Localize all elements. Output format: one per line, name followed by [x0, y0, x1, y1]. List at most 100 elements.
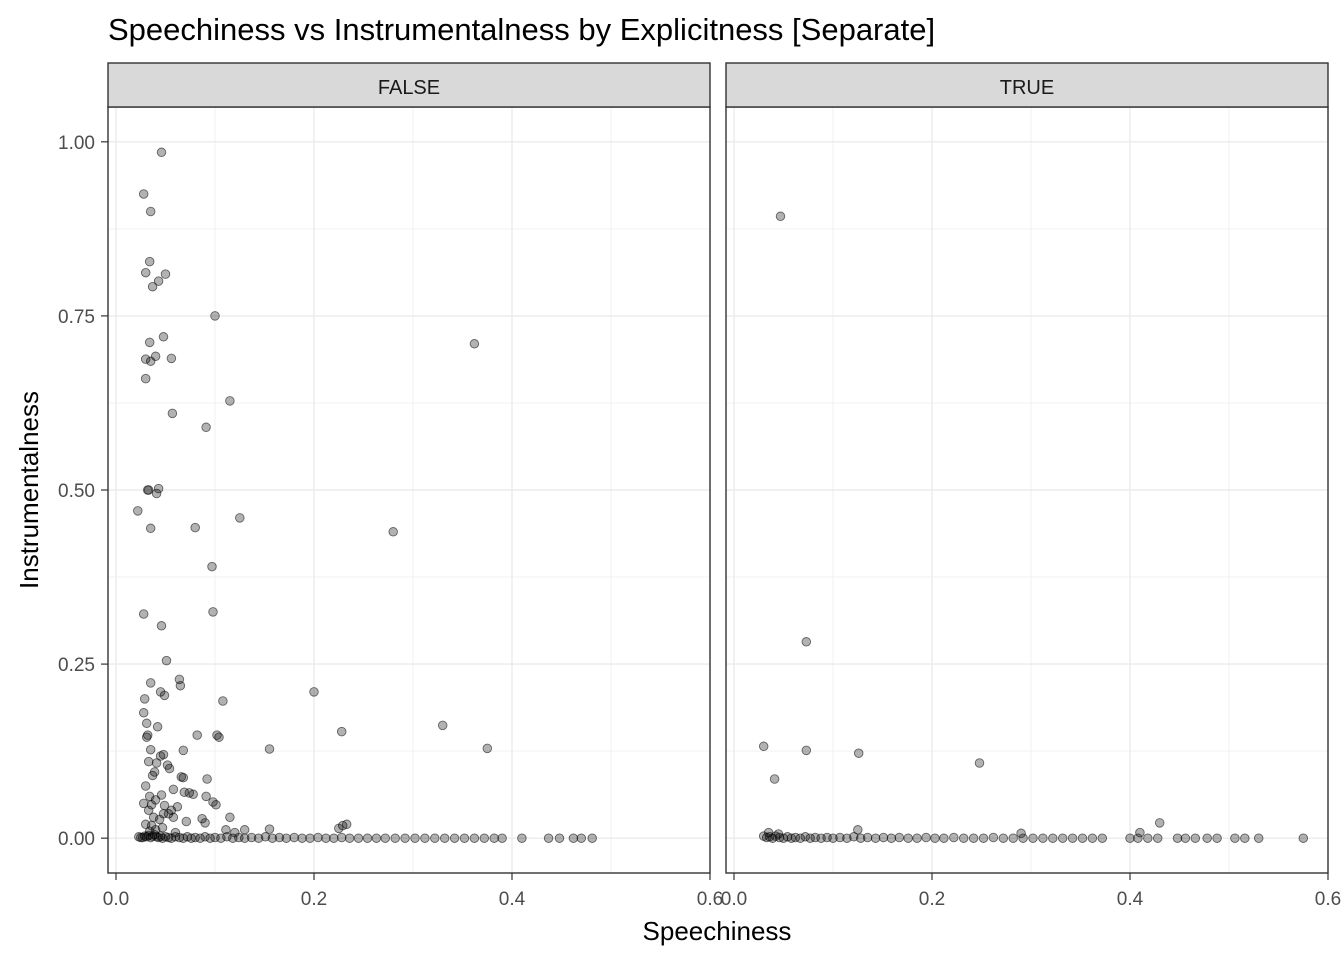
- data-point: [853, 748, 864, 758]
- data-point: [758, 741, 769, 752]
- data-point: [156, 147, 167, 158]
- data-point: [164, 763, 175, 774]
- data-point: [239, 825, 250, 835]
- data-point: [289, 832, 299, 843]
- data-point: [576, 833, 587, 843]
- data-point: [1077, 833, 1088, 843]
- data-point: [147, 281, 158, 292]
- data-point: [449, 833, 460, 843]
- data-point: [214, 732, 224, 742]
- data-point: [1212, 833, 1222, 843]
- data-point: [554, 833, 565, 843]
- data-point: [459, 833, 470, 843]
- y-axis-label: Instrumentalness: [14, 391, 44, 589]
- data-point: [168, 812, 179, 823]
- data-point: [543, 833, 554, 843]
- data-point: [517, 833, 527, 843]
- data-point: [145, 206, 156, 217]
- data-point: [998, 833, 1009, 843]
- y-tick-label: 0.50: [58, 481, 95, 502]
- data-point: [790, 832, 801, 843]
- data-point: [179, 787, 190, 797]
- data-point: [894, 832, 905, 843]
- data-point: [849, 832, 859, 842]
- data-point: [235, 513, 245, 523]
- data-point: [192, 730, 202, 740]
- data-point: [828, 833, 838, 843]
- data-point: [305, 833, 315, 843]
- data-point: [1087, 833, 1098, 843]
- y-tick-label: 0.75: [58, 307, 95, 328]
- data-point: [264, 744, 275, 754]
- data-point: [140, 819, 151, 830]
- data-point: [437, 720, 448, 731]
- data-point: [154, 814, 165, 825]
- y-tick-label: 0.25: [58, 655, 95, 676]
- data-point: [145, 356, 156, 366]
- data-point: [479, 833, 490, 843]
- data-point: [930, 833, 940, 843]
- data-point: [260, 832, 271, 842]
- data-point: [968, 833, 979, 843]
- data-point: [1016, 828, 1026, 839]
- data-point: [210, 311, 220, 321]
- data-point: [163, 809, 174, 819]
- x-tick-label: 0.2: [919, 889, 945, 910]
- data-point: [140, 267, 151, 278]
- data-point: [1067, 833, 1078, 843]
- data-point: [146, 800, 157, 810]
- facet-strip-label: TRUE: [1000, 77, 1054, 99]
- data-point: [200, 818, 210, 828]
- data-point: [371, 833, 382, 843]
- data-point: [1135, 827, 1145, 838]
- facet-panel-true: TRUE 0.0 0.2 0.4 0.6: [721, 62, 1341, 910]
- data-point: [1202, 833, 1212, 843]
- data-point: [178, 772, 189, 783]
- data-point: [801, 745, 812, 756]
- data-point: [336, 726, 347, 737]
- data-point: [388, 527, 398, 537]
- data-point: [140, 781, 151, 791]
- data-point: [988, 832, 999, 843]
- data-point: [958, 833, 969, 843]
- data-point: [775, 211, 786, 222]
- data-point: [469, 833, 480, 843]
- data-point: [497, 833, 507, 843]
- data-point: [297, 833, 307, 843]
- data-point: [267, 833, 278, 843]
- data-point: [1125, 833, 1135, 843]
- data-point: [1018, 833, 1028, 843]
- data-point: [1028, 833, 1038, 843]
- data-point: [239, 833, 250, 843]
- data-point: [801, 637, 812, 647]
- data-point: [469, 339, 480, 349]
- data-point: [886, 833, 897, 843]
- data-point: [1190, 833, 1201, 843]
- data-point: [903, 833, 913, 843]
- y-tick-label: 1.00: [58, 133, 95, 154]
- data-point: [390, 833, 400, 843]
- data-point: [921, 832, 931, 843]
- data-point: [878, 832, 889, 843]
- data-point: [1008, 833, 1018, 843]
- y-tick-label: 0.00: [58, 829, 95, 850]
- data-point: [274, 832, 285, 843]
- data-point: [341, 819, 352, 830]
- data-point: [143, 756, 154, 767]
- data-point: [353, 833, 364, 843]
- data-point: [912, 833, 922, 843]
- data-point: [141, 732, 152, 742]
- data-point: [143, 805, 154, 816]
- x-tick-label: 0.2: [301, 889, 327, 910]
- data-point: [1048, 833, 1058, 843]
- data-point: [221, 825, 231, 835]
- data-point: [974, 758, 985, 768]
- data-point: [155, 751, 166, 761]
- data-point: [568, 833, 579, 843]
- data-point: [225, 396, 235, 406]
- data-point: [1133, 833, 1143, 843]
- data-point: [178, 745, 189, 756]
- data-point: [202, 774, 212, 784]
- data-point: [1097, 833, 1108, 843]
